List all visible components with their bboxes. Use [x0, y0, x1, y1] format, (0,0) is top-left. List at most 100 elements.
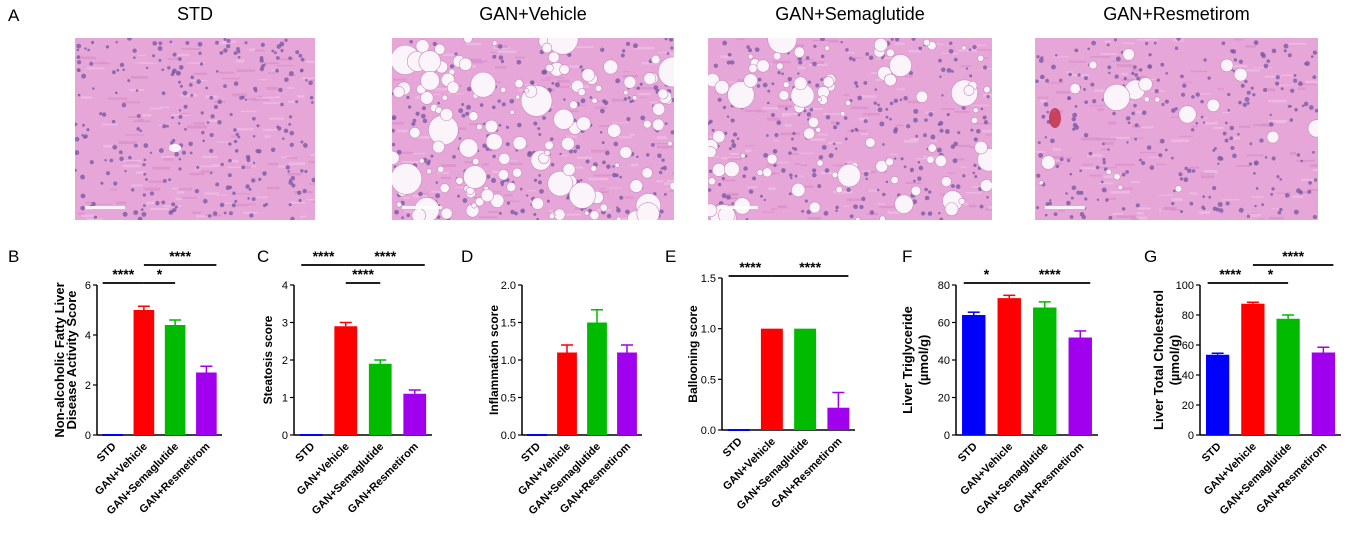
cell-nucleus: [457, 194, 460, 198]
cell-nucleus: [1307, 189, 1312, 194]
lipid-vacuole: [875, 160, 889, 173]
histology-title-gan-semaglutide: GAN+Semaglutide: [775, 4, 925, 24]
cell-nucleus: [1217, 201, 1223, 207]
tissue-texture: [1148, 156, 1161, 159]
cell-nucleus: [1121, 172, 1126, 177]
tissue-texture: [903, 139, 918, 143]
cell-nucleus: [924, 187, 928, 192]
tissue-texture: [877, 203, 886, 205]
cell-nucleus: [213, 104, 219, 109]
cell-nucleus: [731, 139, 735, 143]
lipid-vacuole: [1266, 130, 1280, 144]
lipid-vacuole: [879, 215, 886, 220]
cell-nucleus: [1238, 207, 1244, 213]
tissue-texture: [1130, 181, 1140, 184]
cell-nucleus: [430, 154, 434, 158]
cell-nucleus: [625, 209, 630, 215]
tissue-texture: [1103, 175, 1121, 178]
tissue-texture: [599, 125, 613, 127]
cell-nucleus: [235, 132, 240, 137]
tissue-texture: [556, 85, 570, 88]
cell-nucleus: [813, 44, 817, 48]
cell-nucleus: [422, 118, 428, 124]
tissue-texture: [196, 215, 209, 218]
cell-nucleus: [105, 45, 110, 49]
cell-nucleus: [658, 170, 663, 175]
cell-nucleus: [157, 46, 163, 51]
tissue-texture: [118, 141, 136, 144]
tissue-texture: [395, 151, 413, 154]
tissue-texture: [163, 158, 174, 161]
cell-nucleus: [1212, 186, 1217, 191]
lipid-vacuole: [815, 127, 822, 133]
cell-nucleus: [1108, 71, 1111, 75]
lipid-vacuole: [723, 161, 740, 178]
cell-nucleus: [249, 213, 254, 218]
tissue-texture: [847, 161, 858, 164]
bar-gan-semaglutide: [587, 322, 607, 435]
cell-nucleus: [613, 141, 619, 147]
cell-nucleus: [728, 147, 732, 151]
lipid-vacuole: [500, 86, 507, 93]
cell-nucleus: [284, 77, 289, 82]
tissue-texture: [846, 52, 855, 54]
lipid-vacuole: [767, 38, 798, 54]
cell-nucleus: [1293, 73, 1297, 77]
cell-nucleus: [142, 163, 146, 167]
tissue-texture: [618, 136, 632, 139]
cell-nucleus: [289, 130, 295, 136]
significance-label: ****: [112, 266, 134, 282]
y-tick-label: 0.5: [501, 393, 516, 405]
tissue-texture: [440, 176, 451, 180]
cell-nucleus: [401, 216, 404, 220]
cell-nucleus: [271, 49, 275, 53]
cell-nucleus: [519, 187, 523, 191]
cell-nucleus: [941, 94, 944, 97]
tissue-texture: [487, 211, 499, 214]
cell-nucleus: [178, 65, 184, 70]
cell-nucleus: [276, 44, 282, 49]
tissue-texture: [1191, 125, 1198, 128]
tissue-texture: [218, 42, 230, 45]
tissue-texture: [267, 96, 280, 99]
cell-nucleus: [713, 63, 718, 68]
cell-nucleus: [1212, 148, 1216, 152]
tissue-texture: [161, 155, 174, 158]
cell-nucleus: [1296, 153, 1301, 157]
tissue-texture: [1233, 39, 1244, 41]
cell-nucleus: [80, 205, 85, 211]
tissue-texture: [1270, 208, 1281, 210]
cell-nucleus: [132, 48, 137, 53]
cell-nucleus: [846, 187, 851, 193]
tissue-texture: [1100, 148, 1109, 151]
cell-nucleus: [435, 181, 439, 184]
tissue-texture: [720, 55, 731, 59]
cell-nucleus: [843, 116, 848, 120]
lipid-vacuole: [547, 170, 573, 197]
cell-nucleus: [982, 115, 987, 120]
cell-nucleus: [121, 102, 127, 108]
lipid-vacuole: [840, 111, 846, 117]
y-tick-label: 60: [1182, 340, 1194, 352]
cell-nucleus: [251, 197, 256, 201]
tissue-texture: [212, 164, 220, 168]
cell-nucleus: [209, 132, 214, 138]
tissue-texture: [1146, 78, 1160, 80]
cell-nucleus: [1138, 68, 1143, 72]
cell-nucleus: [849, 214, 854, 219]
scale-bar: [402, 206, 442, 209]
tissue-texture: [1052, 148, 1061, 151]
cell-nucleus: [137, 216, 143, 220]
cell-nucleus: [1260, 51, 1265, 57]
tissue-texture: [878, 206, 899, 209]
bar-gan-semaglutide: [368, 363, 392, 435]
cell-nucleus: [1287, 104, 1291, 108]
lipid-vacuole: [837, 163, 861, 188]
cell-nucleus: [302, 143, 308, 148]
tissue-texture: [1200, 173, 1215, 175]
cell-nucleus: [885, 107, 889, 111]
cell-nucleus: [1230, 145, 1235, 151]
tissue-texture: [843, 94, 850, 96]
cell-nucleus: [865, 177, 868, 181]
cell-nucleus: [636, 155, 639, 159]
